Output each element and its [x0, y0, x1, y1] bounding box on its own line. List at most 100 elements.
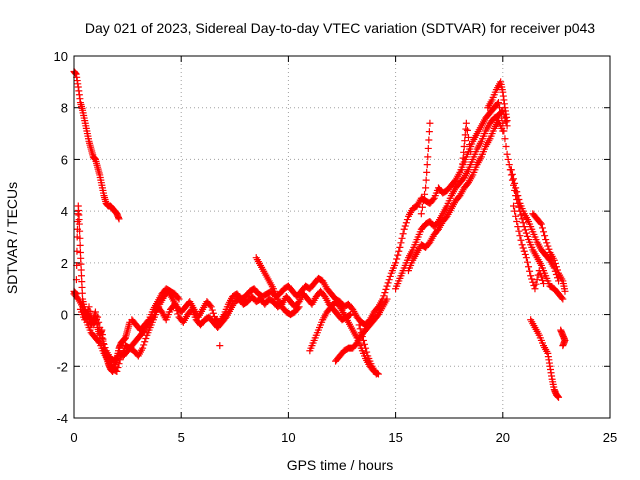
grid-lines	[74, 56, 610, 418]
data-point	[115, 360, 123, 368]
data-point	[540, 228, 548, 236]
data-point	[532, 280, 540, 288]
x-axis-label: GPS time / hours	[287, 457, 394, 473]
data-point	[140, 341, 148, 349]
data-point	[515, 227, 523, 235]
data-point	[400, 225, 408, 233]
data-point	[144, 317, 152, 325]
data-point	[114, 364, 122, 372]
data-point	[521, 226, 529, 234]
y-tick-label: 2	[61, 256, 68, 271]
data-point	[514, 192, 522, 200]
data-point	[551, 260, 559, 268]
axis-ticks: 0 5 10 15 20 25 -4 -2 0 2 4 6 8 10	[54, 49, 618, 445]
data-point	[552, 263, 560, 271]
data-point	[76, 227, 84, 235]
data-point	[98, 334, 106, 342]
data-point	[499, 127, 507, 135]
data-point	[493, 100, 501, 108]
data-point	[139, 344, 147, 352]
data-point	[514, 223, 522, 231]
data-point	[393, 255, 401, 263]
data-point	[527, 272, 535, 280]
x-tick-label: 0	[70, 430, 77, 445]
data-point	[386, 272, 394, 280]
data-point	[542, 236, 550, 244]
data-point	[425, 128, 433, 136]
data-point	[382, 285, 390, 293]
data-point	[559, 295, 567, 303]
data-point	[422, 176, 430, 184]
data-point	[99, 337, 107, 345]
data-point	[522, 229, 530, 237]
data-point	[216, 342, 224, 350]
data-point	[396, 243, 404, 251]
y-tick-label: 10	[54, 49, 68, 64]
data-point	[101, 344, 109, 352]
data-point	[142, 334, 150, 342]
data-point	[361, 340, 369, 348]
x-tick-label: 20	[496, 430, 510, 445]
data-point	[383, 295, 391, 303]
data-point	[515, 196, 523, 204]
data-point	[358, 333, 366, 341]
data-point	[512, 212, 520, 220]
data-point	[398, 234, 406, 242]
data-point	[87, 312, 95, 320]
data-point	[75, 220, 83, 228]
data-point	[520, 223, 528, 231]
data-point	[399, 230, 407, 238]
data-point	[95, 318, 103, 326]
data-point	[346, 311, 354, 319]
data-point	[544, 242, 552, 250]
data-point	[210, 313, 218, 321]
y-axis-label: SDTVAR / TECUs	[4, 182, 20, 294]
data-point	[85, 303, 93, 311]
data-point	[507, 166, 515, 174]
data-point	[502, 143, 510, 150]
data-point	[401, 222, 409, 230]
data-point	[517, 211, 525, 219]
data-point	[208, 306, 216, 314]
chart-title: Day 021 of 2023, Sidereal Day-to-day VTE…	[85, 20, 595, 36]
data-point	[347, 311, 355, 319]
data-point	[525, 263, 533, 271]
data-point	[503, 117, 511, 125]
data-point	[538, 276, 546, 284]
data-point	[141, 338, 149, 346]
data-point	[503, 150, 511, 158]
data-point	[173, 307, 181, 315]
data-point	[520, 247, 528, 255]
data-point	[95, 338, 103, 346]
data-point	[536, 270, 544, 278]
data-point	[380, 292, 388, 300]
data-point	[418, 203, 426, 211]
data-point	[424, 153, 432, 161]
data-point	[528, 275, 536, 283]
data-point	[115, 215, 123, 223]
y-tick-label: -2	[56, 359, 68, 374]
data-point	[516, 232, 524, 240]
data-point	[519, 219, 527, 227]
data-point	[174, 294, 182, 302]
data-point	[463, 126, 471, 134]
data-point	[356, 325, 364, 333]
data-point	[526, 267, 534, 275]
data-point	[543, 239, 551, 247]
data-point	[421, 190, 429, 198]
data-point	[523, 232, 531, 240]
data-point	[523, 258, 531, 266]
data-point	[172, 303, 180, 311]
data-point	[467, 148, 475, 156]
data-point	[522, 254, 530, 262]
data-point	[425, 136, 433, 144]
data-point	[535, 267, 543, 275]
data-point	[76, 234, 84, 242]
data-point	[426, 119, 434, 127]
data-point	[517, 236, 525, 244]
data-point	[559, 342, 567, 350]
data-point	[381, 289, 389, 297]
data-point	[423, 161, 431, 169]
data-point	[423, 168, 431, 176]
x-tick-label: 5	[178, 430, 185, 445]
